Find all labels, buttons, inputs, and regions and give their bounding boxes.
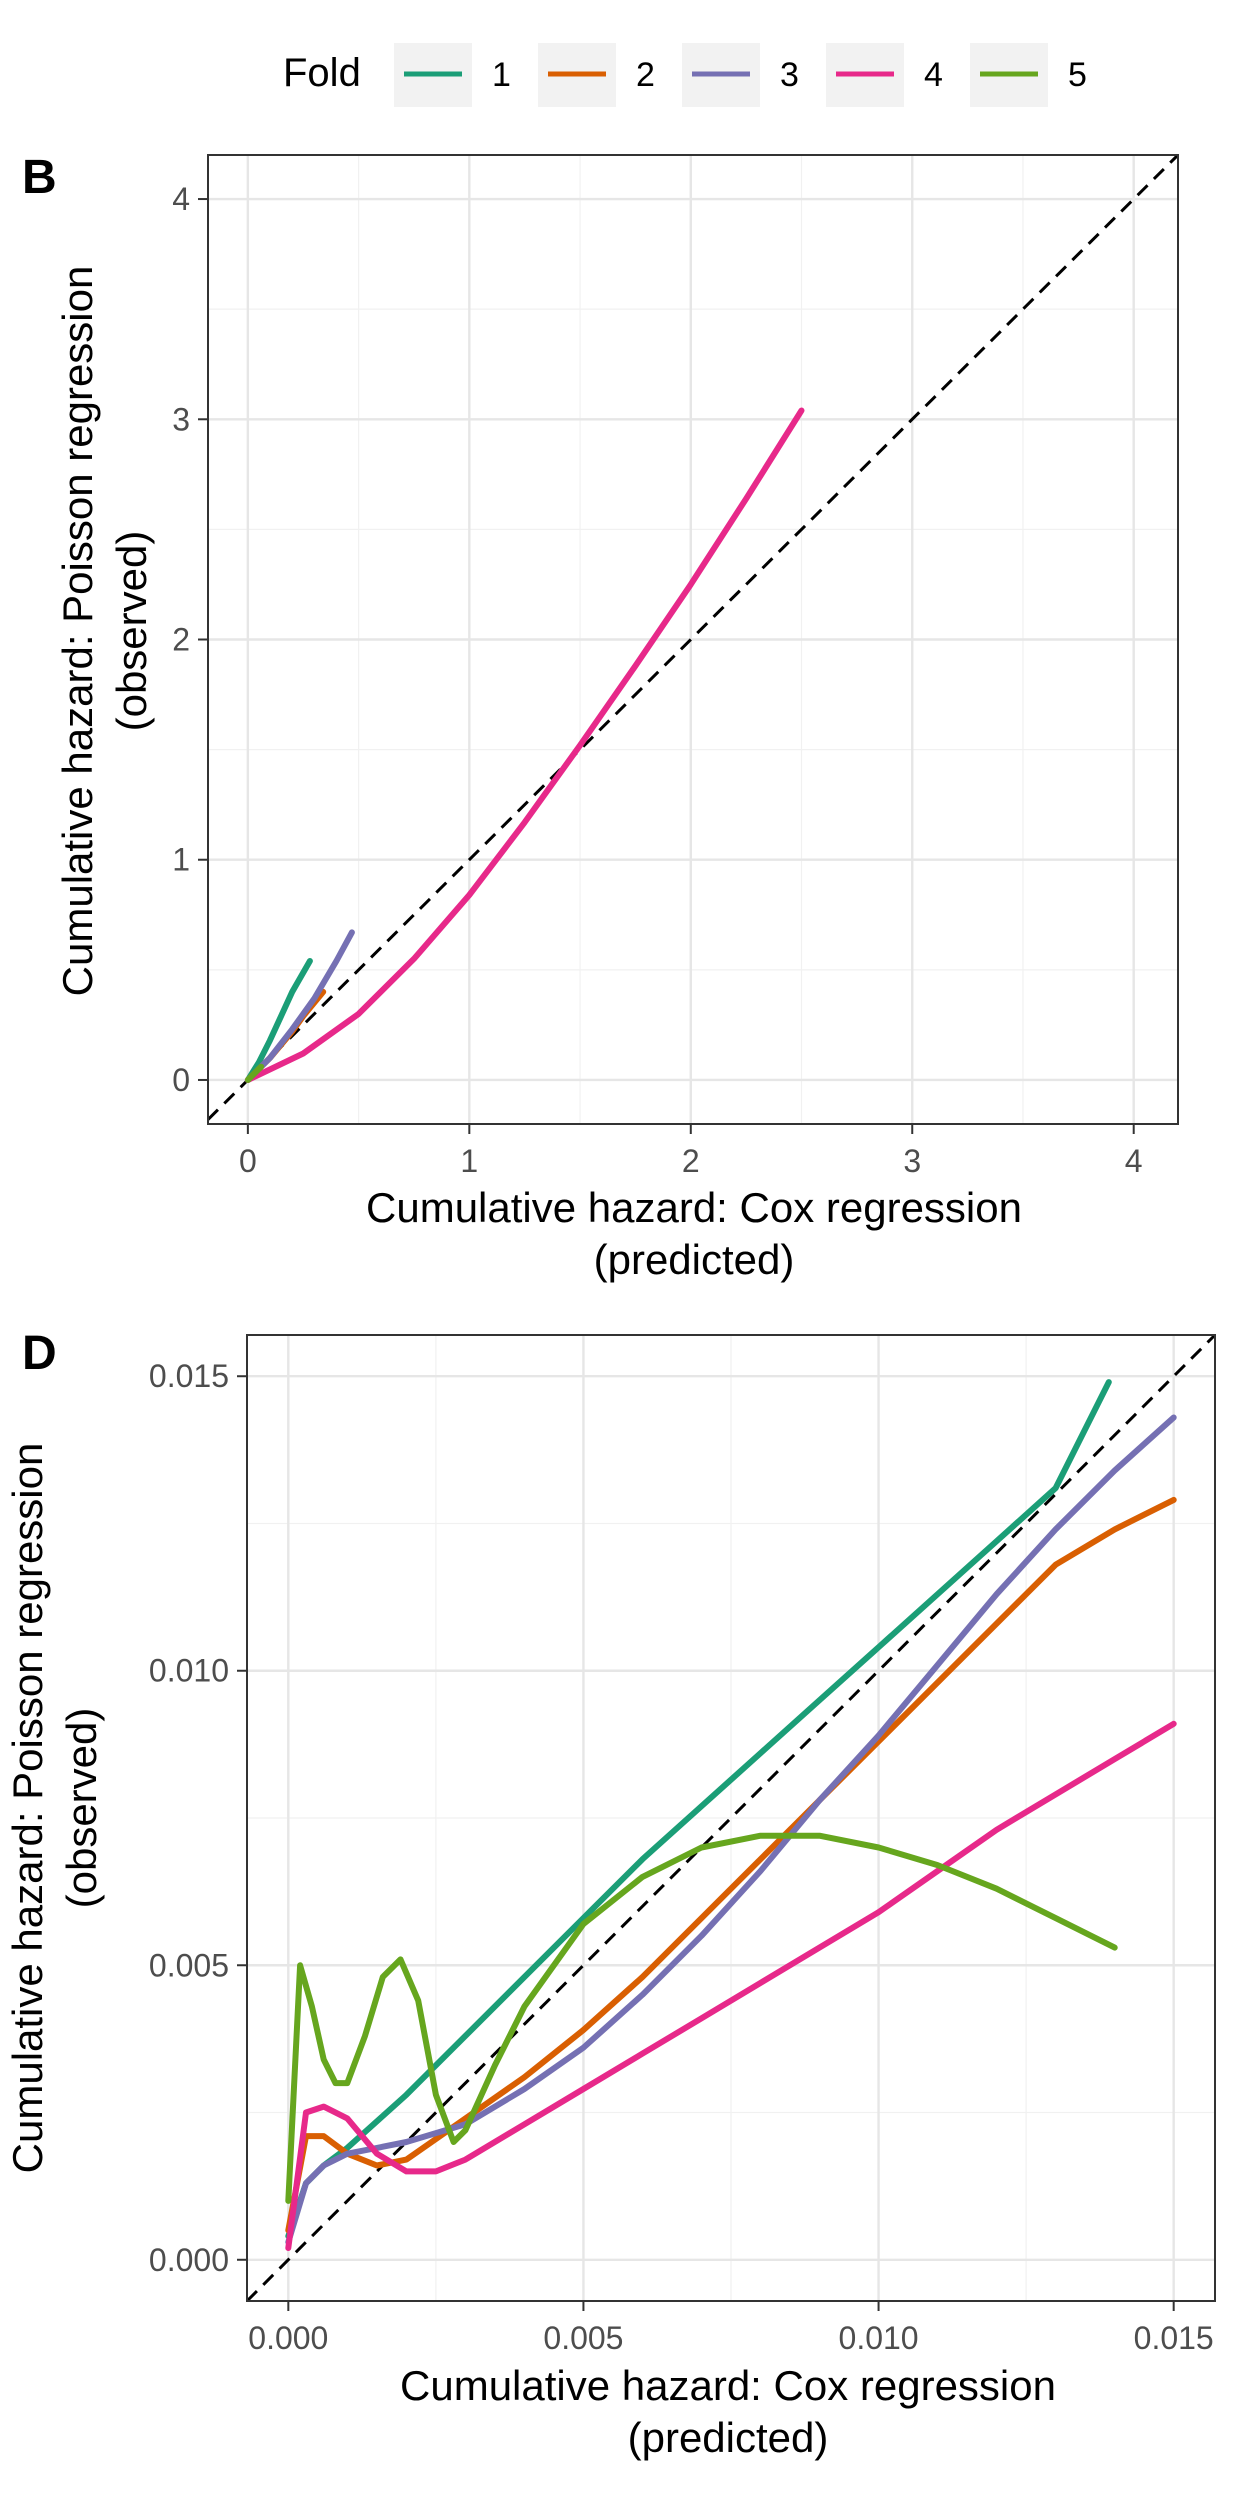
panel-d-tag: D — [22, 1327, 57, 1380]
panel-b-x-title-line2: (predicted) — [594, 1236, 795, 1283]
panel-d-y-axis: 0.000 0.005 0.010 0.015 — [149, 1358, 247, 2278]
x-tick-label: 0.010 — [839, 2320, 919, 2356]
legend-key-5: 5 — [970, 43, 1087, 107]
legend-label-4: 4 — [924, 56, 943, 94]
panel-d-x-axis: 0.000 0.005 0.010 0.015 — [248, 2301, 1213, 2356]
panel-d-y-title-line1: Cumulative hazard: Poisson regression — [4, 1443, 51, 2174]
panel-b-x-title-line1: Cumulative hazard: Cox regression — [366, 1184, 1022, 1231]
y-tick-label: 2 — [172, 622, 190, 658]
x-tick-label: 1 — [460, 1143, 478, 1179]
y-tick-label: 3 — [172, 401, 190, 437]
x-tick-label: 0.005 — [543, 2320, 623, 2356]
x-tick-label: 0.015 — [1134, 2320, 1214, 2356]
x-tick-label: 0 — [239, 1143, 257, 1179]
panel-b: B 0 1 2 3 4 0 1 2 3 4 Cumulative hazard: Cox reg… — [22, 151, 1178, 1283]
legend-key-4: 4 — [826, 43, 943, 107]
series-line-fold-4 — [248, 411, 802, 1081]
panel-d: D 0.000 0.005 0.010 0.015 0.0000.0050.0100.… — [4, 1327, 1215, 2461]
legend-title: Fold — [283, 51, 361, 95]
y-tick-label: 1 — [172, 842, 190, 878]
legend-label-3: 3 — [780, 56, 799, 94]
panel-b-y-title-line2: (observed) — [108, 531, 155, 732]
x-tick-label: 2 — [682, 1143, 700, 1179]
y-tick-label: 0 — [172, 1062, 190, 1098]
x-tick-label: 3 — [903, 1143, 921, 1179]
panel-b-series-group — [248, 411, 802, 1081]
panel-b-x-axis: 0 1 2 3 4 — [239, 1124, 1143, 1179]
legend: Fold 1 2 3 4 5 — [283, 43, 1087, 107]
panel-b-tag: B — [22, 151, 57, 204]
panel-d-x-title-line2: (predicted) — [628, 2414, 829, 2461]
y-tick-label: 0.010 — [149, 1653, 229, 1689]
legend-key-3: 3 — [682, 43, 799, 107]
y-tick-label: 0.005 — [149, 1947, 229, 1983]
panel-d-y-title-line2: (observed) — [58, 1708, 105, 1909]
series-line-fold-1 — [288, 1382, 1109, 2236]
panel-b-y-title-line1: Cumulative hazard: Poisson regression — [54, 266, 101, 997]
y-tick-label: 0.015 — [149, 1358, 229, 1394]
y-tick-label: 4 — [172, 181, 190, 217]
legend-label-2: 2 — [636, 56, 655, 94]
x-tick-label: 4 — [1125, 1143, 1143, 1179]
legend-label-1: 1 — [492, 56, 511, 94]
legend-key-2: 2 — [538, 43, 655, 107]
legend-label-5: 5 — [1068, 56, 1087, 94]
panel-b-reference-line — [208, 155, 1178, 1120]
y-tick-label: 0.000 — [149, 2242, 229, 2278]
x-tick-label: 0.000 — [248, 2320, 328, 2356]
panel-d-x-title-line1: Cumulative hazard: Cox regression — [400, 2362, 1056, 2409]
legend-key-1: 1 — [394, 43, 511, 107]
panel-b-y-axis: 0 1 2 3 4 — [172, 181, 208, 1098]
